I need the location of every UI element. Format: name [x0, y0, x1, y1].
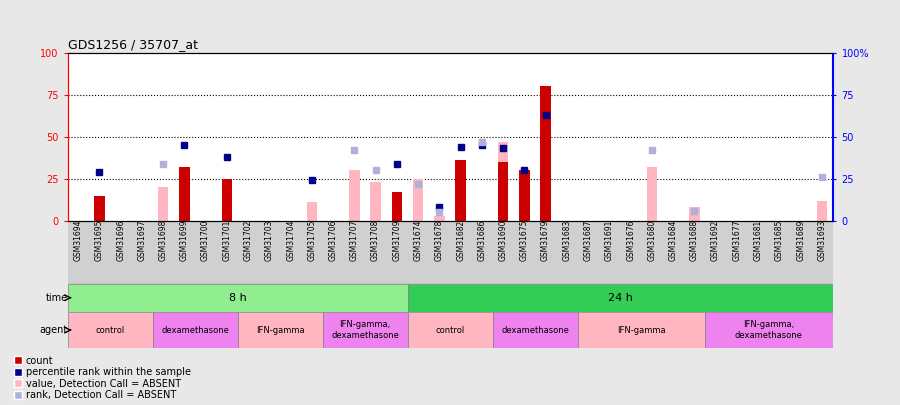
- Bar: [705, 312, 832, 348]
- Bar: [307, 202, 317, 221]
- Bar: [498, 142, 508, 221]
- Text: IFN-gamma: IFN-gamma: [256, 326, 304, 335]
- Text: IFN-gamma,
dexamethasone: IFN-gamma, dexamethasone: [331, 320, 399, 340]
- Bar: [221, 179, 232, 221]
- Legend: count, percentile rank within the sample, value, Detection Call = ABSENT, rank, : count, percentile rank within the sample…: [14, 356, 191, 400]
- Bar: [413, 179, 423, 221]
- Bar: [68, 284, 408, 312]
- Text: dexamethasone: dexamethasone: [501, 326, 569, 335]
- Text: control: control: [436, 326, 464, 335]
- Text: agent: agent: [40, 325, 68, 335]
- Bar: [68, 312, 152, 348]
- Bar: [498, 162, 508, 221]
- Bar: [434, 216, 445, 221]
- Bar: [370, 182, 381, 221]
- Bar: [392, 192, 402, 221]
- Bar: [152, 312, 238, 348]
- Bar: [94, 196, 104, 221]
- Bar: [408, 284, 832, 312]
- Bar: [158, 187, 168, 221]
- Bar: [646, 167, 657, 221]
- Text: time: time: [45, 293, 68, 303]
- Bar: [492, 312, 578, 348]
- Text: IFN-gamma: IFN-gamma: [616, 326, 666, 335]
- Bar: [408, 312, 492, 348]
- Text: control: control: [95, 326, 124, 335]
- Bar: [179, 167, 190, 221]
- Bar: [816, 200, 827, 221]
- Text: 8 h: 8 h: [229, 293, 247, 303]
- Bar: [455, 160, 466, 221]
- Bar: [689, 207, 699, 221]
- Text: GDS1256 / 35707_at: GDS1256 / 35707_at: [68, 38, 197, 51]
- Text: 24 h: 24 h: [608, 293, 633, 303]
- Bar: [349, 170, 360, 221]
- Bar: [238, 312, 322, 348]
- Bar: [578, 312, 705, 348]
- Bar: [519, 170, 530, 221]
- Bar: [322, 312, 408, 348]
- Bar: [540, 86, 551, 221]
- Text: dexamethasone: dexamethasone: [161, 326, 229, 335]
- Text: IFN-gamma,
dexamethasone: IFN-gamma, dexamethasone: [734, 320, 803, 340]
